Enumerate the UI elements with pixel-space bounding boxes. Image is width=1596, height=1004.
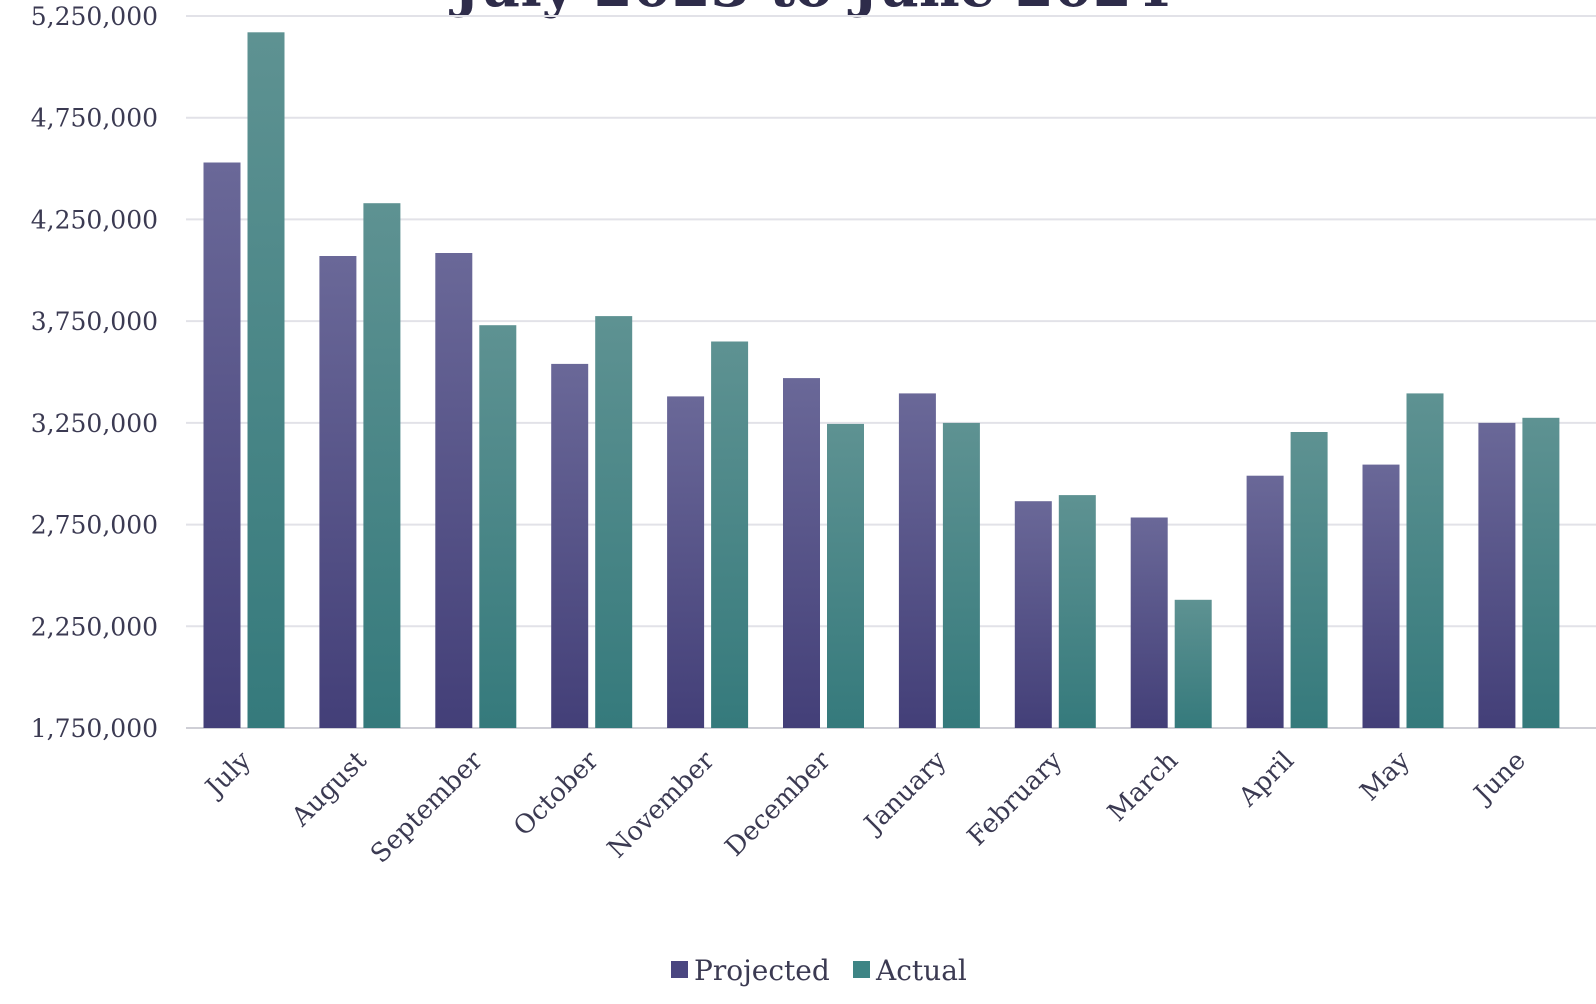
- bar-projected: [1130, 517, 1168, 728]
- bar-projected: [783, 378, 820, 728]
- bar-projected: [551, 363, 589, 728]
- x-tick-label: September: [365, 745, 489, 869]
- legend-swatch-projected: [671, 961, 688, 978]
- x-tick-label: October: [508, 745, 605, 842]
- bar-projected: [319, 256, 357, 728]
- legend-swatch-actual: [853, 961, 870, 978]
- x-tick-label: May: [1355, 746, 1417, 808]
- y-tick-label: 3,750,000: [31, 307, 158, 336]
- bar-actual: [1290, 432, 1328, 728]
- bar-projected: [898, 393, 936, 728]
- x-tick-label: March: [1102, 746, 1184, 828]
- y-tick-label: 3,250,000: [31, 409, 158, 438]
- bar-actual: [711, 341, 749, 728]
- y-tick-label: 2,250,000: [31, 612, 158, 641]
- legend-label-projected: Projected: [694, 954, 830, 987]
- legend-label-actual: Actual: [875, 954, 967, 987]
- bar-projected: [435, 253, 473, 728]
- bar-projected: [1362, 464, 1400, 728]
- bar-actual: [247, 32, 285, 729]
- y-tick-label: 5,250,000: [31, 2, 158, 31]
- bar-actual: [1174, 599, 1212, 728]
- x-tick-label: July: [198, 746, 257, 805]
- bar-actual: [827, 423, 864, 728]
- bar-projected: [203, 162, 241, 728]
- bar-projected: [1246, 475, 1284, 728]
- bar-projected: [1478, 422, 1516, 728]
- y-tick-label: 4,750,000: [31, 104, 158, 133]
- bar-actual: [1522, 417, 1560, 728]
- y-tick-label: 4,250,000: [31, 205, 158, 234]
- legend: Projected Actual: [671, 954, 967, 987]
- y-tick-label: 2,750,000: [31, 511, 158, 540]
- bar-actual: [479, 325, 517, 728]
- x-tick-label: April: [1233, 746, 1301, 814]
- x-tick-label: June: [1467, 746, 1532, 811]
- bar-actual: [942, 422, 980, 728]
- bar-actual: [363, 203, 401, 728]
- bar-projected: [1014, 501, 1052, 728]
- bar-actual: [595, 316, 633, 728]
- x-tick-label: August: [285, 745, 373, 833]
- bar-actual: [1058, 495, 1096, 728]
- y-axis: 1,750,000 2,250,000 2,750,000 3,250,000 3,75…: [31, 2, 158, 743]
- x-tick-label: February: [962, 746, 1069, 853]
- bars: [203, 32, 1560, 729]
- gridlines: [186, 15, 1596, 729]
- bar-actual: [1406, 393, 1444, 728]
- x-tick-label: December: [720, 745, 837, 862]
- bar-projected: [667, 396, 705, 728]
- x-tick-label: January: [857, 746, 953, 842]
- y-tick-label: 1,750,000: [31, 714, 158, 743]
- x-tick-label: November: [602, 745, 721, 864]
